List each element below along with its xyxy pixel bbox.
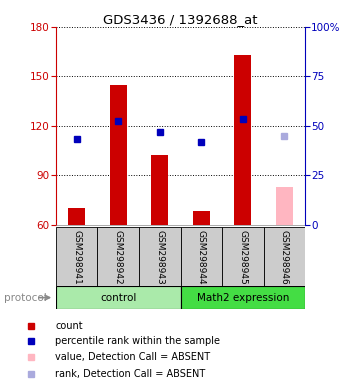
Text: Math2 expression: Math2 expression [197, 293, 289, 303]
Bar [222, 227, 264, 286]
Text: control: control [100, 293, 136, 303]
Bar [56, 227, 97, 286]
Bar [180, 227, 222, 286]
Text: protocol: protocol [4, 293, 46, 303]
Text: GSM298946: GSM298946 [280, 230, 289, 284]
Text: GSM298944: GSM298944 [197, 230, 206, 284]
Text: GSM298945: GSM298945 [238, 230, 247, 284]
Bar [235, 55, 251, 225]
Bar [180, 286, 305, 309]
Bar [276, 187, 293, 225]
Bar [139, 227, 180, 286]
Text: GSM298942: GSM298942 [114, 230, 123, 284]
Text: rank, Detection Call = ABSENT: rank, Detection Call = ABSENT [55, 369, 205, 379]
Title: GDS3436 / 1392688_at: GDS3436 / 1392688_at [103, 13, 258, 26]
Text: value, Detection Call = ABSENT: value, Detection Call = ABSENT [55, 352, 210, 362]
Bar [110, 84, 127, 225]
Bar [97, 227, 139, 286]
Bar [193, 212, 209, 225]
Bar [152, 156, 168, 225]
Text: GSM298941: GSM298941 [72, 230, 81, 284]
Bar [264, 227, 305, 286]
Bar [69, 208, 85, 225]
Text: percentile rank within the sample: percentile rank within the sample [55, 336, 220, 346]
Bar [56, 286, 180, 309]
Text: count: count [55, 321, 83, 331]
Text: GSM298943: GSM298943 [155, 230, 164, 284]
